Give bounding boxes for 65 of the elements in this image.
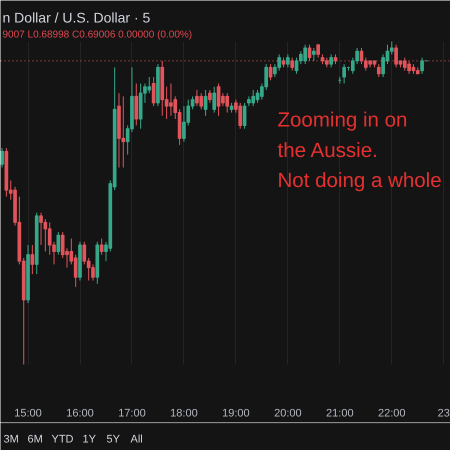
- candlestick: [204, 89, 208, 116]
- candlestick: [0, 148, 4, 168]
- x-tick-label: 18:00: [170, 408, 198, 420]
- chart-subtitle: 9007 L0.68998 C0.69006 0.00000 (0.00%): [2, 30, 192, 40]
- candlestick: [225, 92, 230, 114]
- candlestick: [303, 44, 307, 65]
- text: YTD: [52, 434, 74, 446]
- candlestick: [152, 76, 156, 107]
- candlestick: [60, 232, 65, 258]
- candlestick: [216, 82, 220, 116]
- candlestick: [212, 86, 216, 114]
- candlestick: [277, 54, 282, 72]
- candlestick: [286, 54, 290, 68]
- x-tick-label: 16:00: [66, 408, 94, 420]
- candlestick: [147, 76, 152, 94]
- candlestick: [316, 44, 320, 58]
- candlestick: [251, 89, 256, 107]
- chart-title: n Dollar / U.S. Dollar · 5: [2, 10, 151, 26]
- candlestick: [74, 254, 78, 288]
- annotation: Zooming in on the Aussie. Not doing a whole: [278, 108, 442, 192]
- candlestick: [39, 212, 43, 246]
- text: 5Y: [106, 434, 121, 446]
- candlestick: [360, 47, 364, 65]
- candlestick: [121, 96, 126, 168]
- candlestick: [329, 54, 333, 68]
- candlestick: [320, 54, 324, 65]
- candlestick: [30, 244, 34, 275]
- candlestick: [294, 57, 298, 74]
- candlestick: [169, 82, 173, 116]
- x-tick-label: 15:00: [14, 408, 42, 420]
- candlestick: [134, 82, 138, 126]
- candlestick: [238, 102, 242, 130]
- x-tick-label: 17:00: [118, 408, 146, 420]
- text: 6M: [28, 434, 43, 446]
- candlestick: [290, 57, 294, 72]
- candlestick: [324, 57, 329, 68]
- candlestick: [376, 64, 381, 78]
- candlestick: [268, 64, 272, 81]
- candlestick: [82, 241, 86, 265]
- candlestick: [91, 264, 95, 282]
- x-tick-label: 20:00: [274, 408, 302, 420]
- candlestick: [230, 102, 234, 114]
- candlestick: [100, 238, 104, 256]
- candlestick: [312, 47, 316, 62]
- candlestick: [56, 232, 60, 256]
- candlestick: [256, 89, 260, 104]
- candlestick: [282, 57, 286, 68]
- text: 1Y: [82, 434, 97, 446]
- x-tick-label: 22:00: [378, 408, 406, 420]
- candlestick: [48, 222, 52, 256]
- candlestick: [402, 57, 407, 72]
- candlestick: [247, 96, 251, 107]
- candlestick: [199, 92, 204, 110]
- x-tick-label: 23: [438, 408, 450, 420]
- text: All: [130, 434, 143, 446]
- candlestick: [420, 57, 424, 74]
- candlestick: [342, 64, 346, 84]
- candlestick: [208, 89, 212, 104]
- x-tick-label: 19:00: [222, 408, 250, 420]
- candlestick: [195, 89, 199, 107]
- candlestick: [334, 54, 338, 65]
- candlestick: [308, 44, 312, 62]
- x-tick-label: 21:00: [326, 408, 354, 420]
- candlestick: [242, 102, 246, 130]
- text: 3M: [4, 434, 19, 446]
